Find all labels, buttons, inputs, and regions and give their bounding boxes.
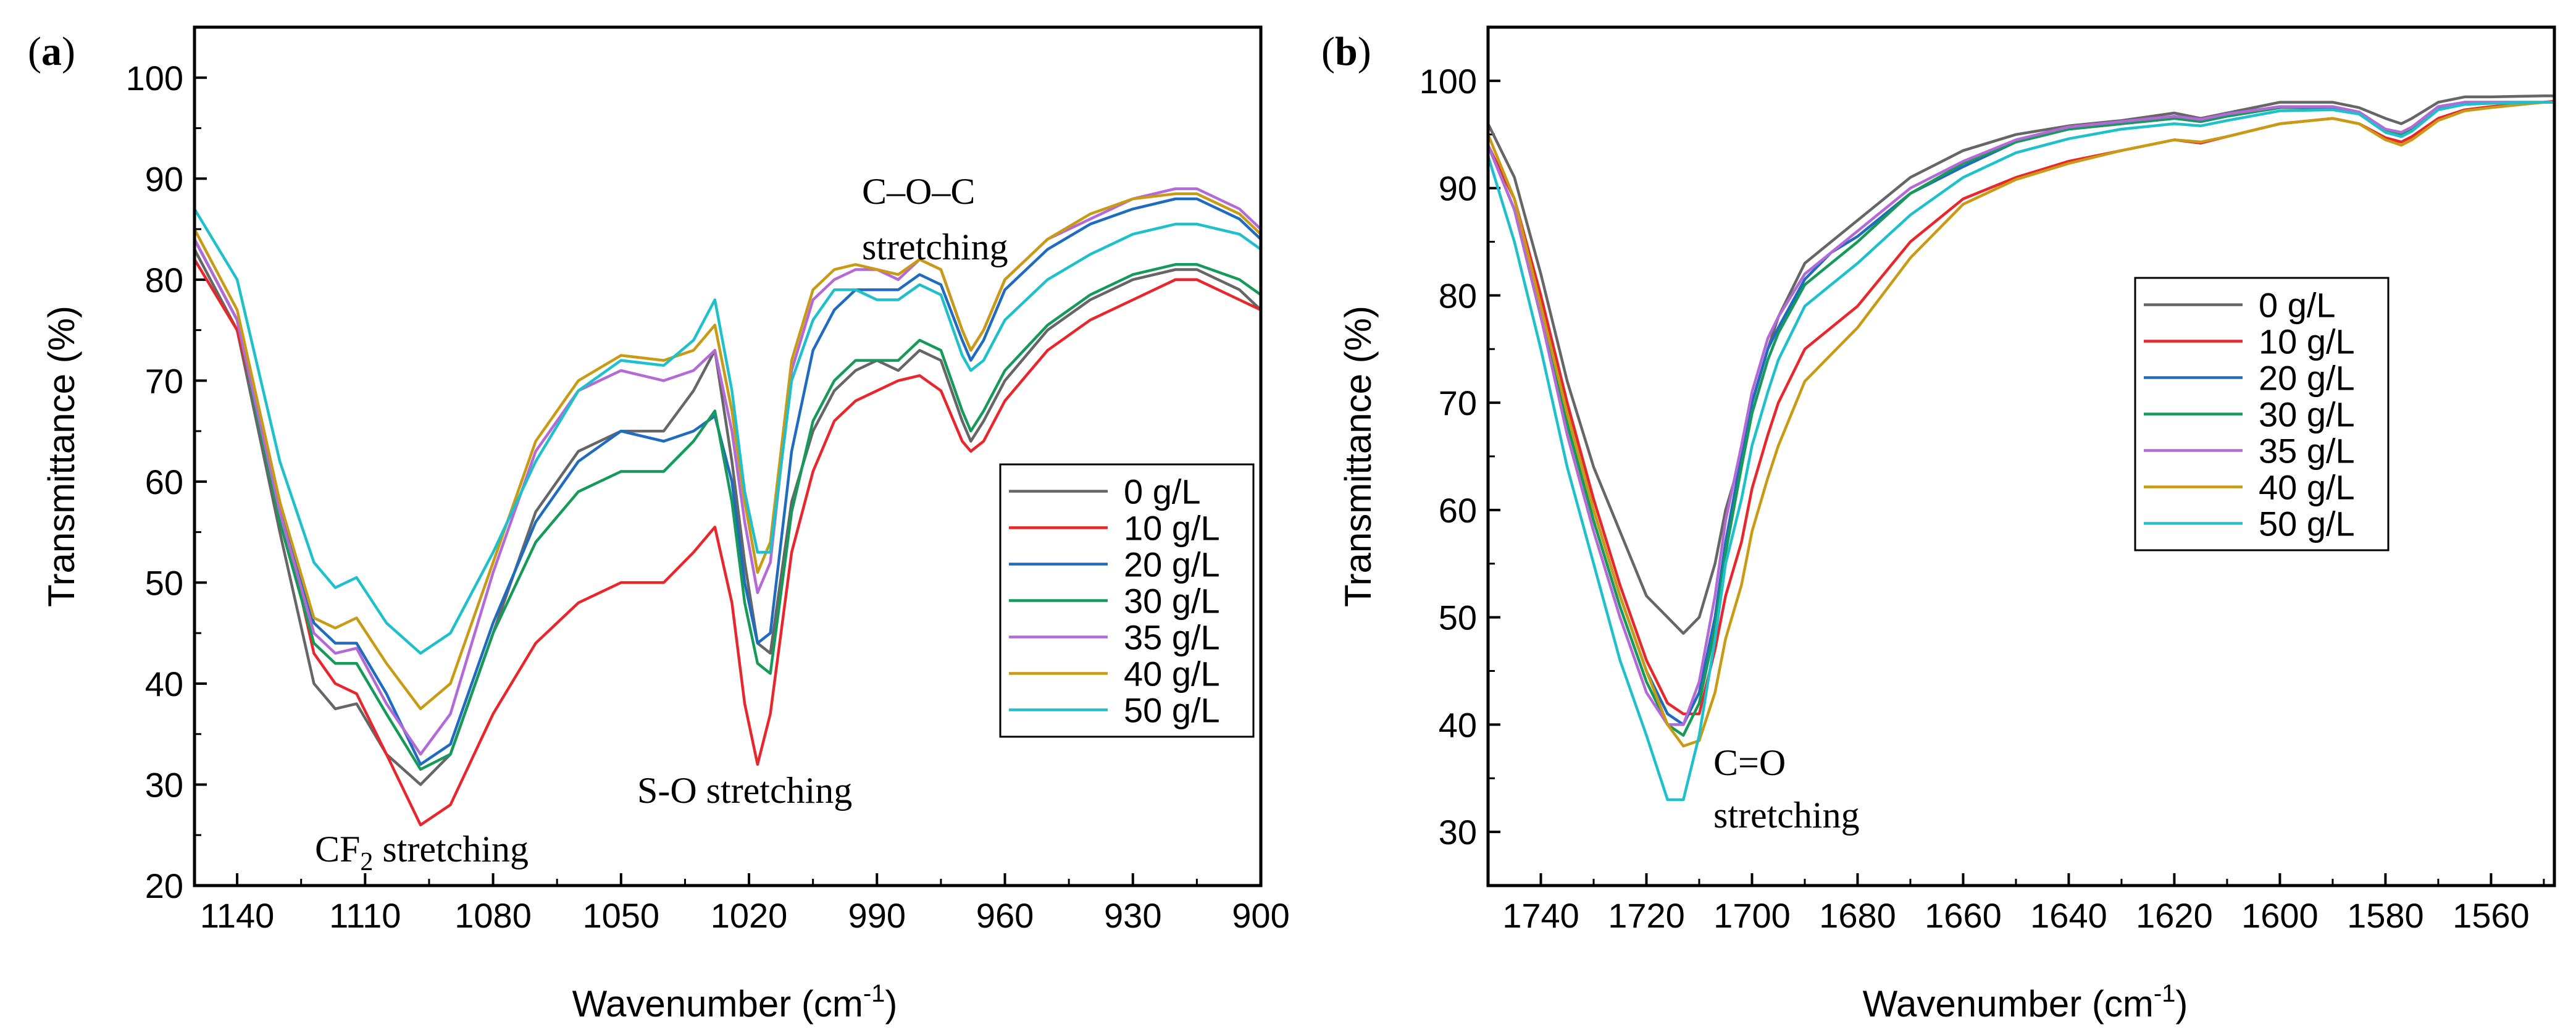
panel-a-series xyxy=(193,187,1262,827)
legend-label-b-3: 30 g/L xyxy=(2259,395,2355,434)
legend-label-a-0: 0 g/L xyxy=(1124,472,1201,511)
series-line-a-2 xyxy=(193,197,1262,766)
series-line-a-6 xyxy=(193,208,1262,655)
series-line-b-2 xyxy=(1486,101,2554,726)
y-tick-label-a-4: 60 xyxy=(145,463,183,501)
y-tick-label-a-7: 90 xyxy=(145,159,183,198)
panel-a-x-axis-label: Wavenumber (cm-1) xyxy=(572,980,898,1025)
panel-b-legend: 0 g/L10 g/L20 g/L30 g/L35 g/L40 g/L50 g/… xyxy=(2134,277,2390,551)
legend-label-a-3: 30 g/L xyxy=(1124,582,1220,621)
legend-label-a-4: 35 g/L xyxy=(1124,618,1220,657)
y-tick-label-a-2: 40 xyxy=(145,664,183,703)
legend-label-a-6: 50 g/L xyxy=(1124,691,1220,730)
series-line-b-1 xyxy=(1486,99,2555,716)
x-tick-label-b-5: 1640 xyxy=(2030,896,2107,935)
coc-annotation-line1: C–O–C xyxy=(862,171,975,212)
y-tick-label-b-2: 50 xyxy=(1439,598,1477,637)
x-tick-label-a-3: 1050 xyxy=(583,896,660,935)
y-tick-label-b-0: 30 xyxy=(1439,813,1477,852)
y-tick-label-a-6: 80 xyxy=(145,261,183,300)
series-line-b-0 xyxy=(1486,94,2554,635)
panel-a-plot-frame xyxy=(193,25,1263,887)
y-tick-label-b-1: 40 xyxy=(1439,705,1477,744)
series-line-a-3 xyxy=(193,238,1262,771)
legend-label-a-5: 40 g/L xyxy=(1124,655,1220,693)
y-tick-label-b-3: 60 xyxy=(1439,491,1477,530)
x-tick-label-a-4: 1020 xyxy=(711,896,788,935)
legend-label-b-1: 10 g/L xyxy=(2259,322,2355,361)
legend-label-b-4: 35 g/L xyxy=(2259,432,2355,471)
coc-annotation-line2: stretching xyxy=(862,227,1008,267)
series-line-b-6 xyxy=(1486,101,2554,802)
co-annotation-line1: C=O xyxy=(1713,742,1786,783)
x-tick-label-b-6: 1620 xyxy=(2136,896,2213,935)
y-tick-label-a-8: 100 xyxy=(126,59,183,98)
so-stretching-annotation: S-O stretching xyxy=(637,770,852,811)
panel-b-plot-frame xyxy=(1486,25,2556,887)
y-tick-label-a-1: 30 xyxy=(145,765,183,804)
x-tick-label-a-7: 930 xyxy=(1104,896,1161,935)
series-line-b-4 xyxy=(1486,101,2554,726)
y-tick-label-b-6: 90 xyxy=(1439,169,1477,208)
x-tick-label-b-4: 1660 xyxy=(1925,896,2002,935)
x-tick-label-a-6: 960 xyxy=(976,896,1034,935)
panel-a: (a) 20 30 40 50 60 70 80 90 100 1140 1110 1080 1050 1… xyxy=(28,25,1290,1025)
y-tick-label-a-0: 20 xyxy=(145,866,183,905)
legend-label-b-6: 50 g/L xyxy=(2259,505,2355,543)
panel-b: (b) 30 40 50 60 70 80 90 100 1740 1720 1700 1680 166… xyxy=(1321,25,2556,1025)
y-tick-label-b-5: 80 xyxy=(1439,276,1477,315)
x-tick-label-a-0: 1140 xyxy=(200,896,274,935)
cf2-stretching-annotation: CF2 stretching xyxy=(315,829,529,876)
y-tick-label-b-7: 100 xyxy=(1420,62,1477,101)
y-tick-label-a-3: 50 xyxy=(145,563,183,602)
x-tick-label-a-2: 1080 xyxy=(454,896,532,935)
x-tick-label-b-1: 1720 xyxy=(1608,896,1685,935)
y-tick-label-a-5: 70 xyxy=(145,361,183,400)
series-line-b-5 xyxy=(1486,101,2554,748)
panel-a-y-axis-label: Transmittance (%) xyxy=(41,306,82,607)
series-line-b-3 xyxy=(1486,101,2554,737)
panel-b-y-axis-label: Transmittance (%) xyxy=(1337,306,1379,607)
legend-label-b-0: 0 g/L xyxy=(2259,286,2336,325)
y-tick-label-b-4: 70 xyxy=(1439,383,1477,422)
x-tick-label-a-8: 900 xyxy=(1232,896,1289,935)
x-tick-label-b-0: 1740 xyxy=(1502,896,1579,935)
series-line-a-1 xyxy=(193,258,1261,827)
series-line-a-0 xyxy=(193,248,1262,786)
panel-b-series xyxy=(1486,94,2555,802)
panel-a-legend: 0 g/L10 g/L20 g/L30 g/L35 g/L40 g/L50 g/… xyxy=(999,463,1255,738)
x-tick-label-a-1: 1110 xyxy=(329,896,401,935)
x-tick-label-b-8: 1580 xyxy=(2347,896,2424,935)
panel-b-x-axis-label: Wavenumber (cm-1) xyxy=(1863,980,2188,1025)
x-tick-label-a-5: 990 xyxy=(848,896,906,935)
panel-a-ticks: 20 30 40 50 60 70 80 90 100 1140 1110 1080 1050 1020 9… xyxy=(126,59,1290,935)
legend-label-a-1: 10 g/L xyxy=(1124,509,1220,548)
x-tick-label-b-7: 1600 xyxy=(2241,896,2319,935)
x-tick-label-b-2: 1700 xyxy=(1713,896,1791,935)
legend-label-b-2: 20 g/L xyxy=(2259,359,2355,398)
x-tick-label-b-9: 1560 xyxy=(2453,896,2530,935)
panel-label-b: (b) xyxy=(1321,29,1371,74)
panel-label-a: (a) xyxy=(28,29,75,74)
x-tick-label-b-3: 1680 xyxy=(1819,896,1896,935)
legend-label-b-5: 40 g/L xyxy=(2259,468,2355,507)
legend-label-a-2: 20 g/L xyxy=(1124,545,1220,584)
co-annotation-line2: stretching xyxy=(1713,795,1860,836)
panel-b-ticks: 30 40 50 60 70 80 90 100 1740 1720 1700 1680 1660 164… xyxy=(1420,62,2545,935)
